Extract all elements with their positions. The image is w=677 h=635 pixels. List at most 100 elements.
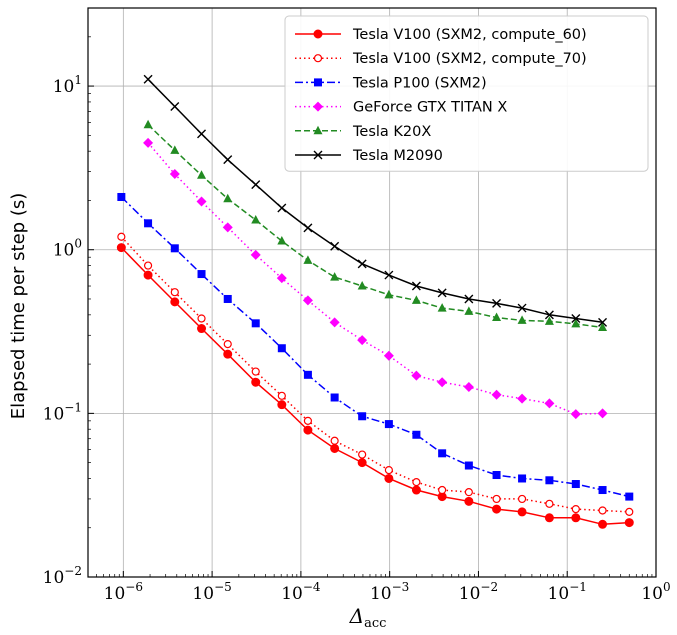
data-point [384, 466, 393, 475]
data-point [597, 408, 608, 419]
data-point [251, 367, 260, 376]
data-point [197, 270, 206, 279]
data-point [437, 288, 447, 298]
legend-label: Tesla M2090 [352, 148, 443, 164]
data-point [358, 450, 367, 459]
y-tick-base: 10 [43, 404, 65, 424]
data-point [463, 381, 474, 392]
data-point [517, 494, 527, 504]
data-point [625, 492, 634, 501]
data-point [357, 458, 367, 468]
y-axis-label: Elapsed time per step (s) [8, 193, 29, 420]
data-point [357, 335, 368, 346]
data-point [277, 236, 287, 245]
data-point [384, 270, 394, 280]
data-point [170, 145, 180, 154]
data-point [143, 74, 153, 84]
data-point [196, 196, 207, 207]
data-point [357, 281, 367, 290]
data-point [330, 436, 339, 445]
data-point [411, 370, 422, 381]
data-point [384, 420, 393, 429]
y-tick-label: 100 [53, 237, 82, 261]
y-tick-exponent: −1 [64, 400, 82, 414]
series-2 [117, 192, 634, 501]
axis-ticks: 10−6 10−5 10−4 10−3 10−2 10−1 10010−210−110010… [43, 36, 671, 604]
data-point [544, 310, 554, 320]
data-point [517, 315, 527, 324]
y-tick-label: 10−1 [43, 400, 82, 424]
data-point [384, 473, 394, 483]
data-point [492, 471, 501, 480]
y-tick-label: 10−2 [43, 564, 82, 588]
legend-marker [313, 150, 323, 160]
data-point [464, 306, 474, 315]
data-point [303, 370, 312, 379]
data-point [170, 102, 180, 112]
data-point [438, 449, 447, 458]
data-point [384, 289, 394, 299]
x-axis-label-main: Δ [349, 604, 364, 628]
legend-label: GeForce GTX TITAN X [353, 100, 507, 116]
data-point [492, 312, 502, 322]
data-point [223, 155, 233, 165]
data-point [598, 519, 608, 529]
x-tick-exponent: −2 [480, 580, 498, 594]
y-tick-base: 10 [43, 568, 65, 588]
y-tick-exponent: 0 [74, 237, 82, 251]
data-point [330, 241, 340, 251]
data-point [624, 518, 634, 528]
legend-marker [314, 78, 322, 87]
x-tick-exponent: −5 [214, 580, 232, 594]
data-point [277, 400, 287, 410]
legend-marker [313, 54, 323, 63]
data-point [329, 317, 340, 328]
legend-marker [313, 29, 323, 39]
data-point [545, 499, 554, 508]
data-point [437, 303, 447, 312]
series-5 [143, 74, 608, 327]
data-point [143, 119, 153, 129]
data-point [571, 480, 580, 489]
data-point [197, 314, 206, 323]
data-point [251, 214, 261, 224]
data-point [544, 316, 554, 325]
data-point [223, 294, 232, 303]
data-point [330, 393, 339, 402]
x-tick-exponent: −4 [303, 580, 321, 594]
y-tick-base: 10 [53, 241, 75, 261]
x-tick-exponent: 0 [663, 580, 671, 594]
x-tick-exponent: −1 [569, 580, 587, 594]
x-tick-base: 10 [641, 584, 663, 604]
data-point [277, 391, 286, 400]
x-tick-base: 10 [104, 584, 126, 604]
data-point [491, 389, 502, 400]
data-point [571, 504, 580, 514]
series-layer [116, 74, 634, 529]
data-point [492, 298, 502, 308]
data-point [411, 281, 421, 291]
data-point [412, 478, 421, 487]
data-point [464, 294, 474, 304]
legend-label: Tesla V100 (SXM2, compute_60) [352, 27, 587, 43]
series-line [120, 247, 630, 526]
legend: Tesla V100 (SXM2, compute_60) Tesla V100 … [284, 15, 649, 172]
data-point [303, 255, 313, 264]
series-line [147, 124, 603, 329]
y-tick-label: 101 [53, 73, 82, 97]
data-point [411, 485, 421, 495]
series-line [120, 236, 630, 513]
data-point [197, 324, 207, 334]
data-point [598, 486, 607, 495]
data-point [517, 393, 528, 404]
data-point [222, 222, 233, 233]
x-tick-base: 10 [192, 584, 214, 604]
data-point [197, 129, 207, 139]
x-tick-base: 10 [459, 584, 481, 604]
data-point [250, 249, 261, 260]
data-point [571, 313, 581, 323]
data-point [302, 295, 313, 306]
data-point [330, 272, 340, 281]
data-point [223, 349, 233, 359]
